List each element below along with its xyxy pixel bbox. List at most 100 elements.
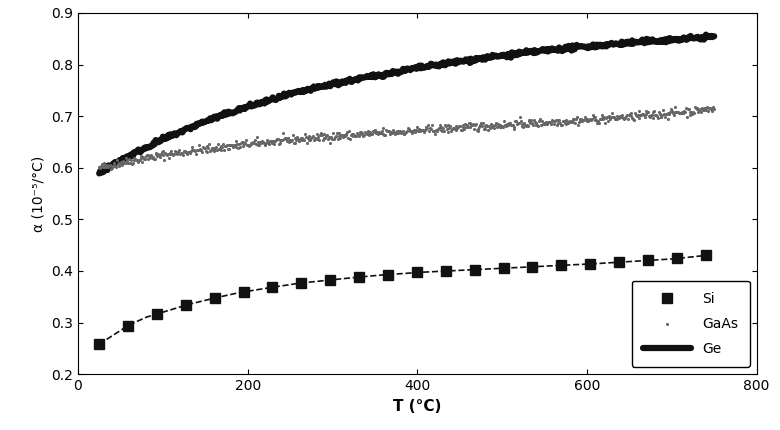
GaAs xyxy=(202,144,215,151)
GaAs xyxy=(244,141,257,147)
GaAs xyxy=(538,120,551,127)
GaAs xyxy=(402,125,414,132)
GaAs xyxy=(340,130,353,137)
GaAs xyxy=(355,129,367,136)
GaAs xyxy=(359,129,371,136)
GaAs xyxy=(667,110,679,117)
GaAs xyxy=(268,138,280,145)
GaAs xyxy=(275,136,288,143)
GaAs xyxy=(656,111,668,118)
GaAs xyxy=(654,113,667,120)
GaAs xyxy=(701,103,714,110)
GaAs xyxy=(698,104,711,111)
GaAs xyxy=(141,152,154,159)
GaAs xyxy=(417,128,430,135)
GaAs xyxy=(413,126,425,133)
GaAs xyxy=(657,107,669,114)
GaAs xyxy=(665,107,678,114)
GaAs xyxy=(536,118,548,125)
GaAs xyxy=(484,125,496,132)
GaAs xyxy=(96,160,108,167)
GaAs xyxy=(564,117,576,124)
GaAs xyxy=(637,111,650,118)
GaAs xyxy=(621,112,633,119)
GaAs xyxy=(695,109,707,116)
GaAs xyxy=(105,166,117,172)
GaAs xyxy=(435,126,448,133)
GaAs xyxy=(203,141,215,147)
GaAs xyxy=(241,141,254,148)
GaAs xyxy=(455,126,467,133)
GaAs xyxy=(445,128,457,135)
GaAs xyxy=(420,123,433,130)
GaAs xyxy=(218,143,231,150)
GaAs xyxy=(563,119,576,126)
GaAs xyxy=(481,123,494,129)
GaAs xyxy=(276,136,289,143)
GaAs xyxy=(590,117,602,123)
GaAs xyxy=(408,126,420,133)
GaAs xyxy=(352,130,364,137)
GaAs xyxy=(104,161,116,168)
GaAs xyxy=(190,151,202,158)
GaAs xyxy=(615,113,627,120)
Ge xyxy=(94,171,104,176)
GaAs xyxy=(206,144,218,151)
GaAs xyxy=(436,127,448,134)
GaAs xyxy=(440,123,452,129)
GaAs xyxy=(187,147,200,154)
GaAs xyxy=(647,109,659,116)
GaAs xyxy=(382,128,395,135)
GaAs xyxy=(134,153,147,160)
GaAs xyxy=(519,123,532,130)
GaAs xyxy=(490,120,502,127)
GaAs xyxy=(399,129,412,136)
GaAs xyxy=(668,104,681,111)
GaAs xyxy=(183,149,196,156)
GaAs xyxy=(591,120,604,126)
GaAs xyxy=(266,138,278,144)
GaAs xyxy=(250,134,263,141)
GaAs xyxy=(624,112,636,119)
GaAs xyxy=(156,151,168,158)
GaAs xyxy=(387,126,399,133)
GaAs xyxy=(633,107,646,114)
GaAs xyxy=(183,148,195,155)
GaAs xyxy=(505,122,518,129)
GaAs xyxy=(541,120,553,127)
GaAs xyxy=(442,122,455,129)
Si xyxy=(528,264,537,270)
GaAs xyxy=(208,144,221,151)
GaAs xyxy=(678,108,690,115)
GaAs xyxy=(292,135,304,142)
GaAs xyxy=(444,122,456,129)
GaAs xyxy=(557,118,569,125)
GaAs xyxy=(346,131,359,138)
GaAs xyxy=(379,132,392,138)
GaAs xyxy=(172,149,185,156)
GaAs xyxy=(537,120,549,127)
GaAs xyxy=(555,121,568,128)
GaAs xyxy=(287,140,300,147)
GaAs xyxy=(368,128,381,135)
GaAs xyxy=(310,135,323,142)
GaAs xyxy=(168,148,181,155)
GaAs xyxy=(424,126,437,132)
GaAs xyxy=(283,138,296,145)
GaAs xyxy=(518,120,530,126)
GaAs xyxy=(644,112,657,119)
GaAs xyxy=(351,129,363,136)
GaAs xyxy=(166,151,179,158)
GaAs xyxy=(250,140,262,147)
GaAs xyxy=(675,110,687,117)
GaAs xyxy=(255,140,268,147)
GaAs xyxy=(661,116,674,123)
GaAs xyxy=(413,126,426,132)
GaAs xyxy=(271,135,284,142)
GaAs xyxy=(428,127,441,134)
GaAs xyxy=(126,160,139,166)
GaAs xyxy=(570,116,583,123)
GaAs xyxy=(626,114,639,121)
GaAs xyxy=(151,150,163,157)
GaAs xyxy=(333,132,346,139)
